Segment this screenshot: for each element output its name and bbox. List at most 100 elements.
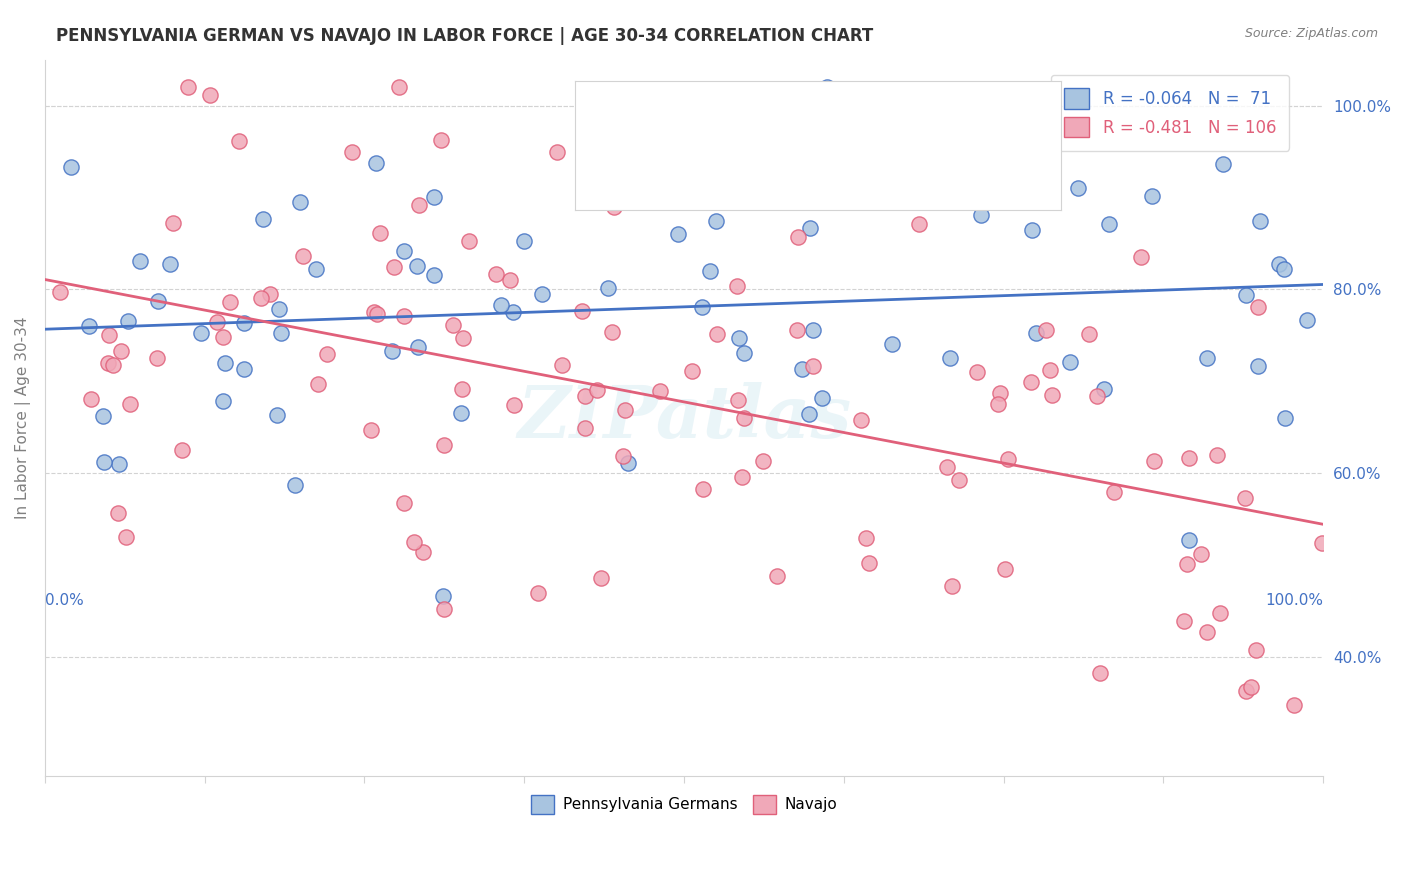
Point <box>727 331 749 345</box>
Point <box>600 325 623 339</box>
Point <box>489 297 512 311</box>
Point <box>252 211 274 226</box>
Point <box>233 316 256 330</box>
Point <box>733 346 755 360</box>
Point <box>733 411 755 425</box>
Point <box>704 214 727 228</box>
Point <box>786 323 808 337</box>
Point <box>880 337 903 351</box>
Point <box>423 189 446 203</box>
Point <box>503 398 526 412</box>
Point <box>1234 684 1257 698</box>
Point <box>145 351 167 366</box>
Point <box>1189 547 1212 561</box>
Point <box>270 326 292 340</box>
Point <box>212 394 235 409</box>
Point <box>1021 223 1043 237</box>
Point <box>451 330 474 344</box>
Point <box>364 155 387 169</box>
Point <box>1104 485 1126 500</box>
Point <box>551 359 574 373</box>
Point <box>1038 194 1060 208</box>
Point <box>1274 411 1296 425</box>
Point <box>97 356 120 370</box>
Point <box>799 408 821 422</box>
Point <box>1098 217 1121 231</box>
Point <box>969 208 991 222</box>
Point <box>382 260 405 274</box>
Legend: Pennsylvania Germans, Navajo: Pennsylvania Germans, Navajo <box>519 783 849 826</box>
Point <box>392 496 415 510</box>
Point <box>115 530 138 544</box>
Point <box>363 305 385 319</box>
Point <box>394 310 416 324</box>
Point <box>1197 624 1219 639</box>
Point <box>429 132 451 146</box>
Point <box>250 291 273 305</box>
Point <box>849 413 872 427</box>
Point <box>1310 536 1333 550</box>
Point <box>172 442 194 457</box>
Text: 0.0%: 0.0% <box>45 593 83 608</box>
Y-axis label: In Labor Force | Age 30-34: In Labor Force | Age 30-34 <box>15 317 31 519</box>
Point <box>1173 614 1195 628</box>
Point <box>681 364 703 378</box>
Point <box>117 314 139 328</box>
Point <box>93 455 115 469</box>
Point <box>1175 557 1198 571</box>
Point <box>766 568 789 582</box>
Point <box>1092 382 1115 396</box>
Point <box>1019 375 1042 389</box>
Point <box>502 305 524 319</box>
Point <box>1247 359 1270 373</box>
Point <box>799 220 821 235</box>
Point <box>571 304 593 318</box>
Point <box>450 406 472 420</box>
Point <box>212 329 235 343</box>
Point <box>1247 301 1270 315</box>
Text: ZIPatlas: ZIPatlas <box>517 383 851 453</box>
Point <box>1039 363 1062 377</box>
Point <box>787 229 810 244</box>
Point <box>159 257 181 271</box>
Point <box>1059 355 1081 369</box>
Point <box>690 300 713 314</box>
Point <box>941 579 963 593</box>
Point <box>266 408 288 422</box>
Point <box>988 386 1011 401</box>
Point <box>60 161 83 175</box>
Point <box>1212 157 1234 171</box>
Text: Source: ZipAtlas.com: Source: ZipAtlas.com <box>1244 27 1378 40</box>
Point <box>966 365 988 379</box>
Point <box>485 267 508 281</box>
Point <box>855 531 877 545</box>
Point <box>214 356 236 370</box>
Point <box>512 235 534 249</box>
Point <box>432 589 454 603</box>
Point <box>80 392 103 406</box>
Point <box>589 571 612 585</box>
Point <box>205 315 228 329</box>
Point <box>288 194 311 209</box>
Point <box>129 254 152 268</box>
Point <box>97 328 120 343</box>
Point <box>1090 665 1112 680</box>
Point <box>935 460 957 475</box>
Point <box>666 227 689 241</box>
Point <box>603 201 626 215</box>
Point <box>177 80 200 95</box>
Point <box>101 358 124 372</box>
Point <box>412 544 434 558</box>
Point <box>613 403 636 417</box>
Point <box>1178 533 1201 547</box>
Point <box>530 287 553 301</box>
Point <box>939 351 962 366</box>
Point <box>1249 214 1271 228</box>
Point <box>228 134 250 148</box>
Point <box>725 278 748 293</box>
Point <box>423 268 446 283</box>
Point <box>107 506 129 520</box>
Point <box>1197 351 1219 366</box>
Point <box>586 383 609 397</box>
Point <box>368 226 391 240</box>
